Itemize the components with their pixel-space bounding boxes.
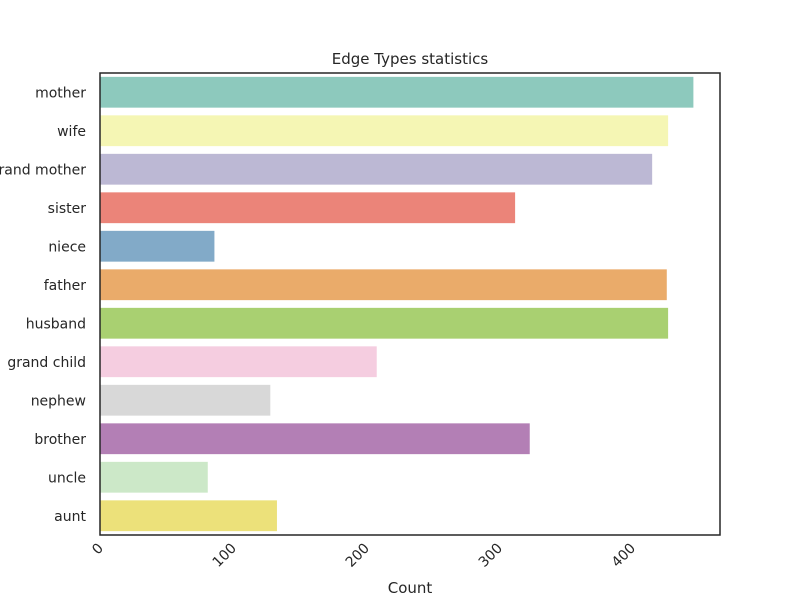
y-tick-label-mother: mother [35, 85, 86, 101]
x-tick-label-100: 100 [210, 541, 240, 571]
y-tick-label-husband: husband [26, 316, 86, 332]
bar-grand-mother [100, 153, 653, 185]
x-tick-label-300: 300 [476, 541, 506, 571]
bar-aunt [100, 500, 277, 532]
y-tick-label-uncle: uncle [48, 470, 86, 486]
bar-father [100, 269, 667, 301]
bar-uncle [100, 461, 208, 493]
bar-mother [100, 76, 694, 108]
y-tick-label-niece: niece [48, 239, 86, 255]
x-tick-label-200: 200 [343, 541, 373, 571]
y-tick-label-grand-mother: grand mother [0, 162, 86, 178]
bar-grand-child [100, 346, 377, 378]
bar-wife [100, 115, 669, 147]
y-tick-label-father: father [44, 278, 86, 294]
y-tick-label-wife: wife [57, 124, 86, 140]
x-tick-label-0: 0 [89, 541, 107, 559]
bar-niece [100, 230, 215, 262]
y-tick-label-grand-child: grand child [7, 355, 86, 371]
chart-title: Edge Types statistics [332, 50, 489, 68]
bar-brother [100, 423, 530, 455]
y-tick-label-nephew: nephew [31, 393, 86, 409]
x-axis-label: Count [388, 579, 433, 597]
plot-frame [99, 72, 721, 536]
x-tick-labels: 0 100 200 300 400 [89, 541, 639, 571]
bar-husband [100, 307, 669, 339]
y-tick-labels: mother wife grand mother sister niece father h… [0, 85, 86, 525]
x-tick-label-400: 400 [609, 541, 639, 571]
y-tick-label-brother: brother [34, 432, 86, 448]
y-tick-label-aunt: aunt [54, 509, 86, 525]
y-tick-label-sister: sister [48, 201, 87, 217]
bar-nephew [100, 384, 271, 416]
bars-group [100, 76, 694, 532]
bar-sister [100, 192, 516, 224]
